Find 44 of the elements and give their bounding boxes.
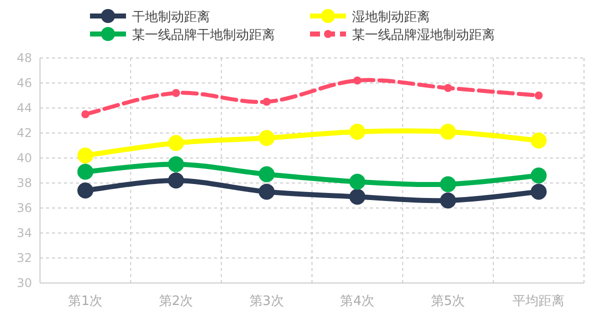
y-tick-label: 46 (16, 76, 32, 90)
point (168, 156, 184, 172)
point (258, 130, 275, 146)
y-tick-label: 42 (16, 126, 32, 140)
point (81, 110, 90, 118)
y-tick-label: 34 (16, 226, 32, 240)
x-tick-label: 第3次 (250, 294, 284, 309)
point (440, 192, 456, 208)
x-tick-label: 平均距离 (512, 293, 565, 309)
x-tick-label: 第4次 (340, 294, 374, 309)
y-tick-label: 36 (16, 201, 32, 215)
point (530, 168, 547, 184)
y-tick-label: 44 (16, 101, 32, 115)
point (258, 184, 275, 200)
legend-label: 某一线品牌湿地制动距离 (352, 27, 495, 43)
point (530, 184, 547, 200)
y-tick-label: 30 (16, 276, 32, 290)
point (349, 188, 366, 205)
point (349, 124, 366, 140)
point (262, 98, 271, 106)
point (168, 135, 184, 151)
legend-label: 湿地制动距离 (352, 9, 430, 25)
x-tick-label: 第1次 (68, 294, 102, 309)
point (349, 174, 366, 190)
point (353, 76, 362, 84)
point (534, 92, 543, 100)
x-tick-label: 第2次 (158, 294, 194, 309)
legend-label: 某一线品牌干地制动距离 (132, 27, 275, 43)
point (258, 166, 275, 182)
point (530, 132, 547, 148)
x-tick-label: 第5次 (430, 294, 466, 309)
point (440, 176, 456, 192)
y-tick-label: 32 (16, 251, 32, 265)
y-tick-label: 38 (16, 176, 32, 190)
point (77, 164, 94, 180)
legend-label: 干地制动距离 (132, 9, 210, 25)
point (440, 124, 456, 140)
point (444, 84, 452, 92)
point (168, 172, 184, 188)
point (172, 89, 180, 97)
y-tick-label: 48 (16, 51, 32, 65)
point (77, 182, 94, 198)
point (77, 148, 94, 164)
y-tick-label: 40 (16, 151, 32, 165)
